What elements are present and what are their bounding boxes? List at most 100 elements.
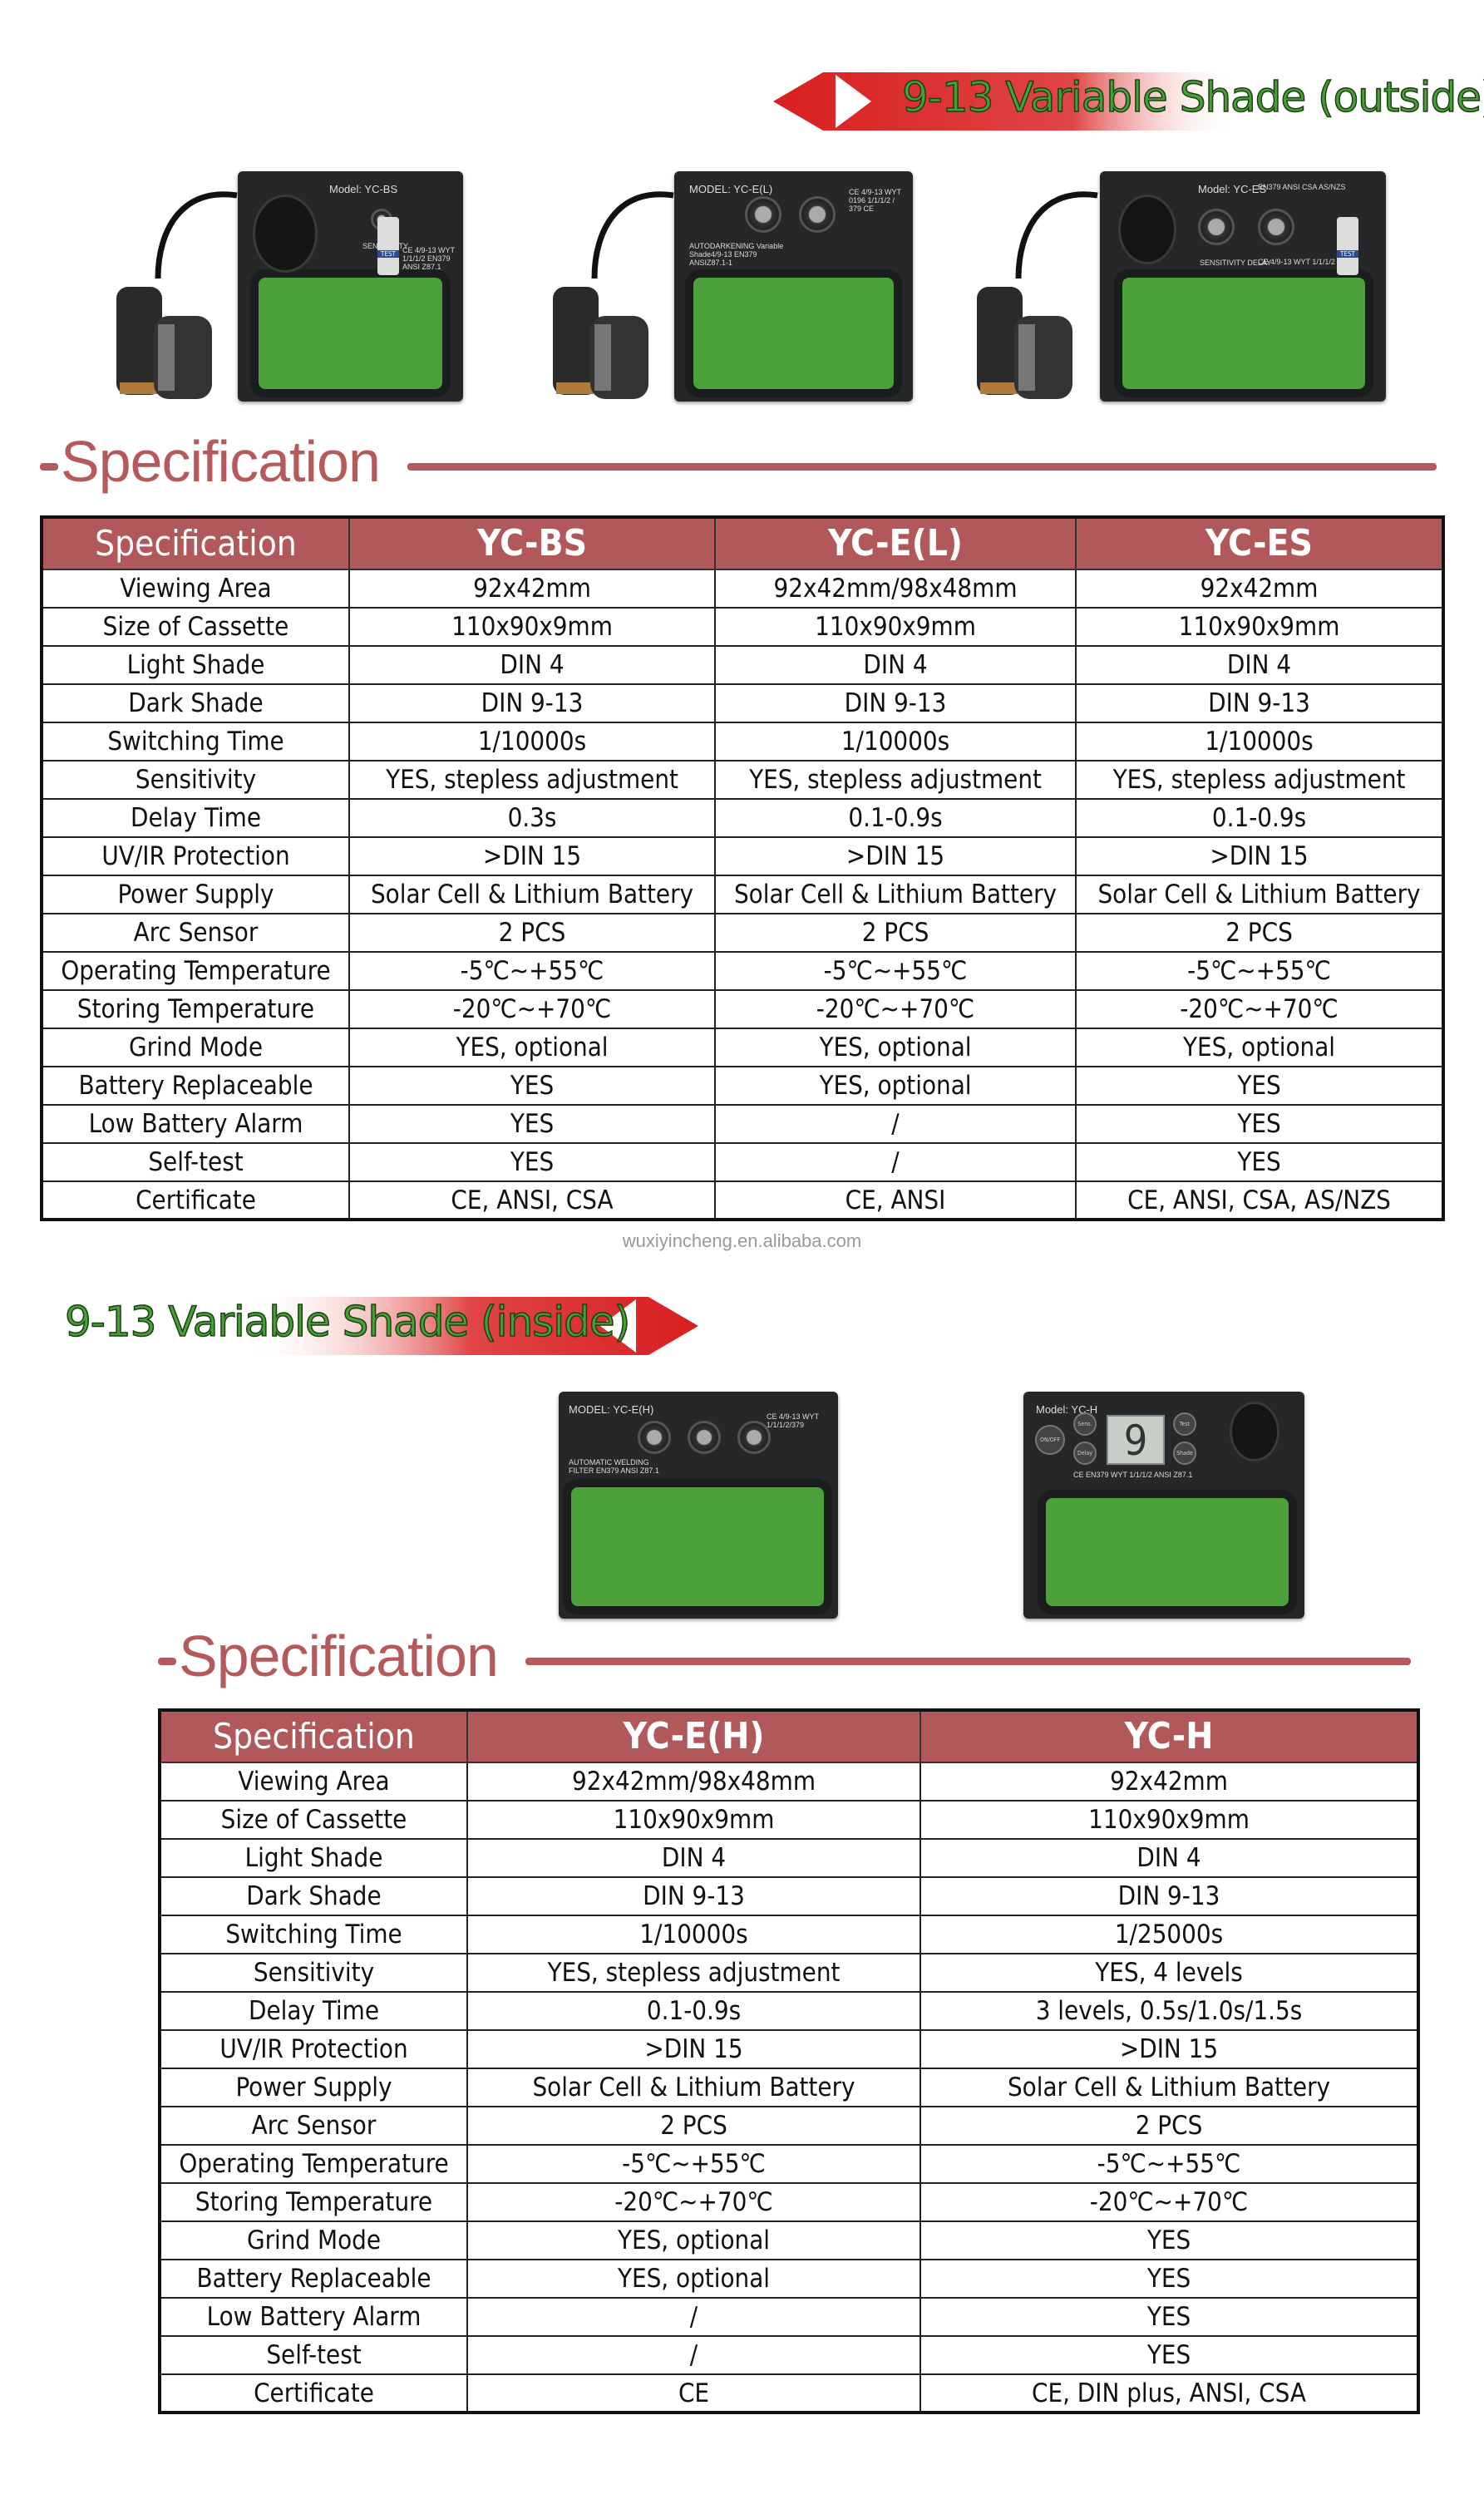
row-label: Switching Time bbox=[159, 1915, 468, 1954]
button-delay[interactable]: Delay bbox=[1073, 1442, 1097, 1465]
cassette-el: MODEL: YC-E(L) AUTODARKENING Variable Sha… bbox=[674, 171, 913, 402]
cell-value: YES bbox=[1075, 1104, 1444, 1144]
cell-value: DIN 9-13 bbox=[919, 1876, 1419, 1916]
row-label: Self-test bbox=[159, 2335, 468, 2375]
model-label: MODEL: YC-E(H) bbox=[569, 1403, 654, 1416]
cell-value: -20℃~+70℃ bbox=[348, 989, 716, 1029]
cell-value: 110x90x9mm bbox=[714, 607, 1077, 647]
button-sens[interactable]: Sens. bbox=[1073, 1412, 1097, 1436]
cell-value: -20℃~+70℃ bbox=[919, 2182, 1419, 2222]
table-row: Self-test YES / YES bbox=[41, 1142, 1444, 1182]
model-label: Model: YC-BS bbox=[329, 183, 398, 195]
battery-cover-dial bbox=[1230, 1402, 1279, 1461]
divider bbox=[407, 463, 1437, 471]
row-label: Grind Mode bbox=[159, 2220, 468, 2260]
spec-heading: Specification bbox=[158, 1623, 1422, 1689]
cell-value: 2 PCS bbox=[714, 913, 1077, 953]
button-test[interactable]: Test bbox=[1173, 1412, 1196, 1436]
table-row: Low Battery Alarm YES / YES bbox=[41, 1104, 1444, 1144]
row-label: Size of Cassette bbox=[41, 607, 350, 647]
row-label: Operating Temperature bbox=[159, 2144, 468, 2184]
row-label: Dark Shade bbox=[159, 1876, 468, 1916]
cell-value: 2 PCS bbox=[348, 913, 716, 953]
table-row: Viewing Area 92x42mm 92x42mm/98x48mm 92x42m… bbox=[41, 569, 1444, 609]
adjust-knob bbox=[1198, 209, 1235, 245]
cell-value: YES bbox=[919, 2335, 1419, 2375]
row-label: Arc Sensor bbox=[159, 2106, 468, 2146]
cell-value: 92x42mm/98x48mm bbox=[714, 569, 1077, 609]
row-label: Switching Time bbox=[41, 722, 350, 762]
cell-value: 1/10000s bbox=[466, 1915, 921, 1954]
table-row: Delay Time 0.1-0.9s 3 levels, 0.5s/1.0s/1.… bbox=[159, 1991, 1419, 2031]
arc-sensor-arm bbox=[108, 179, 241, 412]
table-row: Dark Shade DIN 9-13 DIN 9-13 bbox=[159, 1876, 1419, 1916]
cell-value: YES, stepless adjustment bbox=[714, 760, 1077, 800]
header-model: YC-ES bbox=[1075, 516, 1444, 570]
cell-value: Solar Cell & Lithium Battery bbox=[714, 875, 1077, 914]
row-label: Low Battery Alarm bbox=[159, 2297, 468, 2337]
button-onoff[interactable]: ON/OFF bbox=[1035, 1425, 1065, 1455]
cell-value: YES bbox=[348, 1066, 716, 1106]
banner-title: 9-13 Variable Shade (inside) bbox=[64, 1297, 631, 1347]
cell-value: -5℃~+55℃ bbox=[1075, 951, 1444, 991]
cell-value: YES bbox=[919, 2259, 1419, 2299]
test-button[interactable]: TEST bbox=[377, 217, 399, 275]
cell-value: DIN 4 bbox=[348, 645, 716, 685]
cell-value: YES bbox=[919, 2297, 1419, 2337]
table-row: Storing Temperature -20℃~+70℃ -20℃~+70℃ -20… bbox=[41, 989, 1444, 1029]
table-row: Operating Temperature -5℃~+55℃ -5℃~+55℃ -5℃… bbox=[41, 951, 1444, 991]
cell-value: 0.1-0.9s bbox=[714, 798, 1077, 838]
lens-window bbox=[693, 278, 894, 389]
row-label: Operating Temperature bbox=[41, 951, 350, 991]
table-row: Delay Time 0.3s 0.1-0.9s 0.1-0.9s bbox=[41, 798, 1444, 838]
row-label: Self-test bbox=[41, 1142, 350, 1182]
cell-value: DIN 9-13 bbox=[466, 1876, 921, 1916]
cell-value: YES bbox=[348, 1142, 716, 1182]
test-button[interactable]: TEST bbox=[1337, 217, 1358, 275]
panel-label: SENSITIVITY DELAY bbox=[1200, 259, 1272, 267]
cert-label: CE 4/9-13 WYT 1/1/1/2/379 bbox=[767, 1412, 819, 1429]
cell-value: 3 levels, 0.5s/1.0s/1.5s bbox=[919, 1991, 1419, 2031]
cell-value: YES, stepless adjustment bbox=[466, 1953, 921, 1993]
cell-value: Solar Cell & Lithium Battery bbox=[919, 2068, 1419, 2107]
cell-value: >DIN 15 bbox=[919, 2029, 1419, 2069]
lens-window bbox=[1122, 278, 1365, 389]
cell-value: CE bbox=[466, 2373, 921, 2413]
adjust-knob bbox=[638, 1421, 671, 1454]
table-row: Size of Cassette 110x90x9mm 110x90x9mm bbox=[159, 1800, 1419, 1840]
header-model: YC-H bbox=[919, 1709, 1419, 1763]
table-row: Low Battery Alarm / YES bbox=[159, 2297, 1419, 2337]
cell-value: / bbox=[714, 1104, 1077, 1144]
table-row: Certificate CE, ANSI, CSA CE, ANSI CE, ANSI… bbox=[41, 1180, 1444, 1220]
cell-value: -5℃~+55℃ bbox=[466, 2144, 921, 2184]
cell-value: 0.3s bbox=[348, 798, 716, 838]
cell-value: -5℃~+55℃ bbox=[714, 951, 1077, 991]
spec-table-outside: Specification YC-BS YC-E(L) YC-ES Viewing Ar… bbox=[40, 515, 1445, 1221]
header-model: YC-E(H) bbox=[466, 1709, 921, 1763]
cell-value: 1/10000s bbox=[348, 722, 716, 762]
cell-value: YES, optional bbox=[466, 2259, 921, 2299]
cell-value: 2 PCS bbox=[466, 2106, 921, 2146]
adjust-knob bbox=[799, 196, 836, 233]
battery-cover-dial bbox=[1118, 195, 1176, 264]
row-label: Delay Time bbox=[41, 798, 350, 838]
cell-value: 2 PCS bbox=[919, 2106, 1419, 2146]
row-label: Battery Replaceable bbox=[41, 1066, 350, 1106]
table-header-row: Specification YC-BS YC-E(L) YC-ES bbox=[41, 516, 1444, 570]
cell-value: 110x90x9mm bbox=[348, 607, 716, 647]
cell-value: CE, ANSI, CSA bbox=[348, 1180, 716, 1220]
lens-window bbox=[259, 278, 442, 389]
table-row: Operating Temperature -5℃~+55℃ -5℃~+55℃ bbox=[159, 2144, 1419, 2184]
table-row: Self-test / YES bbox=[159, 2335, 1419, 2375]
adjust-knob bbox=[745, 196, 781, 233]
row-label: Viewing Area bbox=[41, 569, 350, 609]
header-model: YC-E(L) bbox=[714, 516, 1077, 570]
button-shade[interactable]: Shade bbox=[1173, 1442, 1196, 1465]
table-row: Certificate CE CE, DIN plus, ANSI, CSA bbox=[159, 2373, 1419, 2413]
cert-label: CE EN379 WYT 1/1/1/2 ANSI Z87.1 bbox=[1073, 1471, 1193, 1479]
cell-value: YES bbox=[1075, 1142, 1444, 1182]
row-label: Delay Time bbox=[159, 1991, 468, 2031]
cell-value: 2 PCS bbox=[1075, 913, 1444, 953]
cell-value: / bbox=[714, 1142, 1077, 1182]
row-label: Arc Sensor bbox=[41, 913, 350, 953]
